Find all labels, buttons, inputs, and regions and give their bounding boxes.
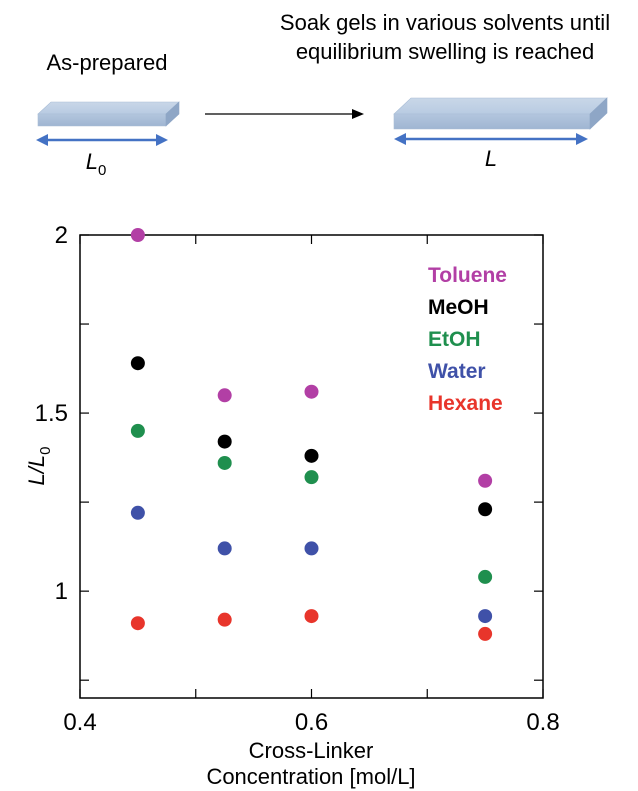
soak-caption-line2: equilibrium swelling is reached [296,39,594,64]
legend-entry-etoh: EtOH [428,328,481,351]
point-hexane [478,626,493,641]
point-water [130,505,145,520]
process-arrow [205,109,364,119]
as-prepared-gel-slab [37,101,180,127]
x-tick-label: 0.4 [63,709,96,736]
y-tick-label: 1.5 [35,400,68,427]
swollen-gel-slab [393,97,608,130]
point-water [304,541,319,556]
point-etoh [478,569,493,584]
y-tick-label: 1 [55,578,68,605]
length-l0-label: L0 [86,149,107,179]
axis-ticks [79,234,544,698]
point-etoh [304,470,319,485]
x-axis-label-line2: Concentration [mol/L] [206,764,415,789]
legend: Toluene MeOH EtOH Water Hexane [428,264,507,415]
point-hexane [217,612,232,627]
schematic: As-prepared Soak gels in various solvent… [36,10,610,179]
axis-tick-labels: 0.4 0.6 0.8 1 1.5 2 [35,222,560,736]
point-toluene [304,384,319,399]
x-tick-label: 0.8 [526,709,559,736]
x-axis-label-line1: Cross-Linker [249,738,374,763]
x-tick-label: 0.6 [295,709,328,736]
as-prepared-label: As-prepared [46,50,167,75]
point-meoh [217,434,232,449]
y-tick-label: 2 [55,222,68,249]
point-toluene [217,388,232,403]
data-points [130,228,493,641]
length-l-arrow [394,133,588,145]
length-l-label: L [485,146,497,171]
legend-entry-hexane: Hexane [428,392,503,415]
legend-entry-water: Water [428,360,486,383]
point-etoh [217,455,232,470]
point-toluene [478,473,493,488]
length-l0-arrow [36,134,168,146]
point-hexane [304,609,319,624]
point-hexane [130,616,145,631]
point-meoh [478,502,493,517]
point-meoh [130,356,145,371]
legend-entry-toluene: Toluene [428,264,507,287]
point-toluene [130,228,145,242]
soak-caption-line1: Soak gels in various solvents until [280,10,610,35]
point-meoh [304,448,319,463]
scatter-chart: 0.4 0.6 0.8 1 1.5 2 L/L0 Cross-Linker Concent… [24,222,560,789]
point-water [217,541,232,556]
legend-entry-meoh: MeOH [428,296,489,319]
point-etoh [130,423,145,438]
point-water [478,609,493,624]
y-axis-label: L/L0 [24,447,54,486]
